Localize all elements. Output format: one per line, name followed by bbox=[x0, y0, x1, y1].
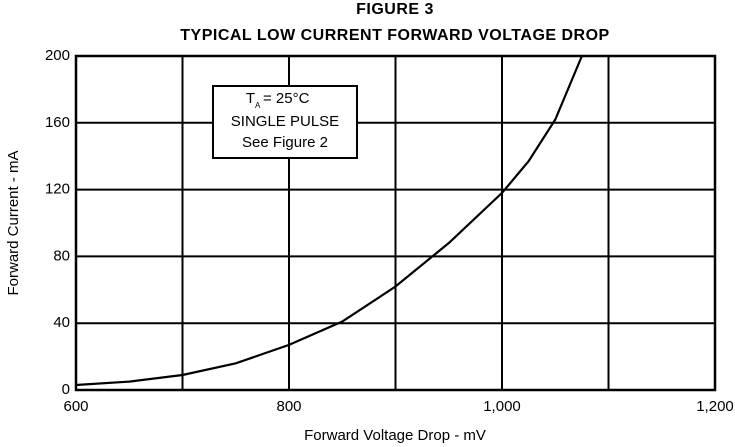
annotation-box bbox=[212, 85, 358, 159]
x-tick-label: 600 bbox=[63, 398, 88, 415]
x-tick-label: 1,000 bbox=[483, 398, 521, 415]
y-tick-label: 80 bbox=[53, 247, 70, 264]
annotation-subscript: A bbox=[255, 101, 261, 110]
y-tick-label: 0 bbox=[62, 381, 70, 398]
y-tick-label: 40 bbox=[53, 314, 70, 331]
y-tick-label: 200 bbox=[45, 47, 70, 64]
y-tick-label: 160 bbox=[45, 114, 70, 131]
annotation-line: See Figure 2 bbox=[242, 134, 328, 151]
y-tick-label: 120 bbox=[45, 181, 70, 198]
y-axis-label: Forward Current - mA bbox=[5, 150, 22, 295]
x-axis-label: Forward Voltage Drop - mV bbox=[304, 427, 486, 444]
x-tick-label: 800 bbox=[276, 398, 301, 415]
annotation-symbol: T bbox=[246, 90, 255, 107]
chart-title: FIGURE 3 bbox=[356, 1, 434, 18]
curve bbox=[75, 55, 583, 387]
x-tick-label: 1,200 bbox=[696, 398, 734, 415]
plot-frame bbox=[74, 54, 717, 392]
annotation-temp: = 25°C bbox=[263, 90, 310, 107]
annotation-line: SINGLE PULSE bbox=[231, 113, 339, 130]
chart-subtitle: TYPICAL LOW CURRENT FORWARD VOLTAGE DROP bbox=[180, 27, 609, 44]
